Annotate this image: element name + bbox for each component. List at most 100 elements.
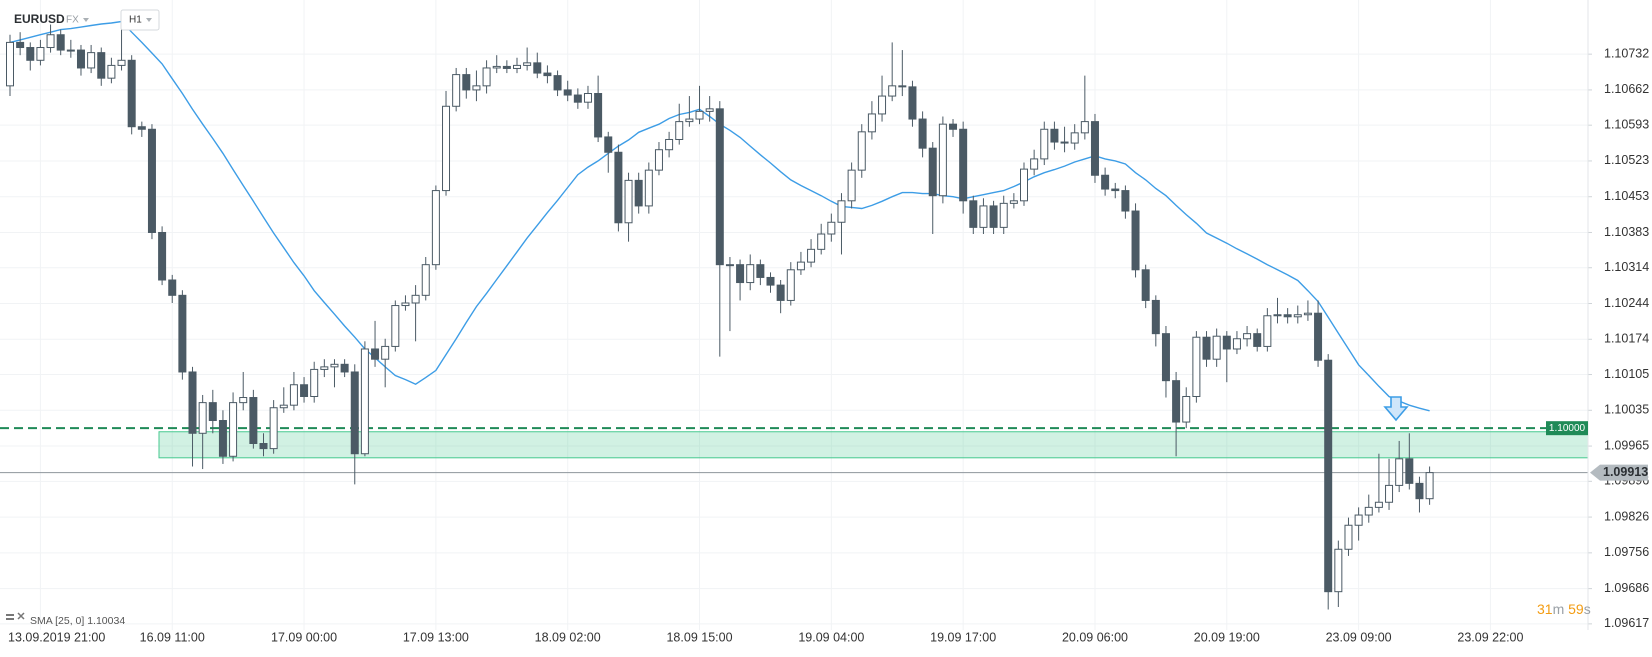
- candle-body: [644, 169, 653, 207]
- candle-body: [147, 128, 156, 233]
- candle-body: [1395, 458, 1404, 486]
- candle-body: [786, 269, 795, 301]
- candle-body: [482, 67, 491, 87]
- candle-body: [168, 279, 177, 296]
- candle-body: [1151, 299, 1160, 335]
- candle-body: [1080, 121, 1089, 134]
- y-tick-label: 1.09756: [1604, 545, 1649, 559]
- candle-body: [1405, 458, 1414, 484]
- candle-body: [1212, 335, 1221, 360]
- y-tick-label: 1.10453: [1604, 189, 1649, 203]
- candle-body: [310, 368, 319, 397]
- zone-layer: [0, 427, 1589, 474]
- y-tick-label: 1.09826: [1604, 509, 1649, 523]
- y-tick-label: 1.10244: [1604, 296, 1649, 310]
- candle-body: [411, 294, 420, 304]
- sma-name: SMA [25, 0]: [30, 615, 84, 627]
- candle-body: [462, 74, 471, 91]
- y-tick-label: 1.10383: [1604, 225, 1649, 239]
- candle-body: [715, 108, 724, 266]
- candle-body: [421, 264, 430, 296]
- candle-body: [705, 108, 714, 112]
- candle-body: [513, 64, 521, 69]
- candle-body: [1374, 501, 1383, 508]
- candle-body: [340, 363, 349, 373]
- candle-body: [1101, 174, 1110, 190]
- symbol[interactable]: EURUSD: [14, 12, 65, 26]
- candle-body: [665, 138, 674, 151]
- candle-body: [1060, 141, 1069, 144]
- candle-body: [1050, 128, 1059, 143]
- sma-value: 1.10034: [87, 615, 125, 627]
- candle-body: [1232, 338, 1241, 350]
- alert-icon[interactable]: [1383, 396, 1409, 422]
- x-tick-label: 18.09 02:00: [535, 630, 601, 644]
- y-tick-label: 1.10732: [1604, 46, 1649, 60]
- x-tick-label: 13.09.2019 21:00: [8, 630, 105, 644]
- y-tick-label: 1.10662: [1604, 82, 1649, 96]
- candle-body: [452, 74, 461, 107]
- candle-body: [198, 402, 207, 434]
- candle-body: [999, 202, 1008, 228]
- candle-body: [1070, 132, 1079, 144]
- candle-body: [989, 205, 998, 228]
- y-tick-label: 1.10174: [1604, 332, 1649, 346]
- candle-body: [1121, 190, 1130, 212]
- candle-body: [1283, 314, 1292, 318]
- legend-icon[interactable]: [6, 618, 14, 620]
- candle-body: [614, 151, 623, 224]
- candle-body: [979, 205, 988, 228]
- x-tick-label: 20.09 06:00: [1062, 630, 1128, 644]
- candle-body: [208, 402, 217, 422]
- candle-body: [1243, 333, 1252, 340]
- axis-layer: 1.10732 1.10662 1.10593 1.10523 1.10453 1.103…: [8, 0, 1649, 644]
- candle-body: [857, 131, 866, 171]
- candle-body: [137, 126, 146, 130]
- countdown-minutes: 31: [1537, 601, 1553, 617]
- market[interactable]: FX: [66, 15, 79, 26]
- dropdown-icon[interactable]: [146, 18, 152, 22]
- candle-body: [1263, 315, 1272, 347]
- candle-body: [847, 169, 856, 202]
- candle-body: [867, 113, 876, 133]
- candle-body: [888, 85, 897, 97]
- countdown-unit: s: [1584, 601, 1591, 617]
- candle-body: [239, 397, 248, 404]
- last-price-label: 1.09913: [1603, 465, 1648, 479]
- candle-body: [350, 371, 359, 455]
- candle-body: [401, 302, 410, 307]
- candle-body: [158, 231, 167, 281]
- y-tick-label: 1.10523: [1604, 153, 1649, 167]
- candle-body: [675, 121, 684, 140]
- candle-body: [563, 89, 572, 96]
- candle-body: [1314, 312, 1323, 361]
- candle-body: [553, 75, 562, 91]
- y-tick-label: 1.10593: [1604, 117, 1649, 131]
- candle-body: [107, 64, 116, 79]
- legend-icon[interactable]: [6, 614, 14, 616]
- candle-body: [6, 41, 14, 87]
- interval[interactable]: H1: [129, 15, 142, 26]
- candle-body: [776, 284, 785, 301]
- x-tick-label: 18.09 15:00: [666, 630, 732, 644]
- x-tick-label: 19.09 17:00: [930, 630, 996, 644]
- support-zone: [158, 431, 1589, 459]
- x-tick-label: 23.09 22:00: [1457, 630, 1523, 644]
- candle-body: [1385, 484, 1394, 503]
- candle-body: [16, 41, 25, 49]
- x-tick-label: 23.09 09:00: [1326, 630, 1392, 644]
- candle-body: [46, 34, 55, 49]
- sma-legend: SMA [25, 0] 1.10034: [30, 615, 125, 627]
- candle-body: [533, 62, 542, 74]
- candle-body: [1131, 210, 1140, 271]
- interval-box[interactable]: [120, 9, 160, 31]
- candle-body: [949, 123, 958, 130]
- dropdown-icon[interactable]: [83, 18, 89, 22]
- candle-body: [878, 95, 887, 115]
- candle-body: [117, 59, 126, 66]
- candle-body: [36, 47, 45, 61]
- candle-body: [360, 348, 369, 455]
- legend-close[interactable]: [17, 612, 25, 620]
- candle-body: [26, 47, 35, 61]
- level-label: 1.10000: [1549, 423, 1586, 434]
